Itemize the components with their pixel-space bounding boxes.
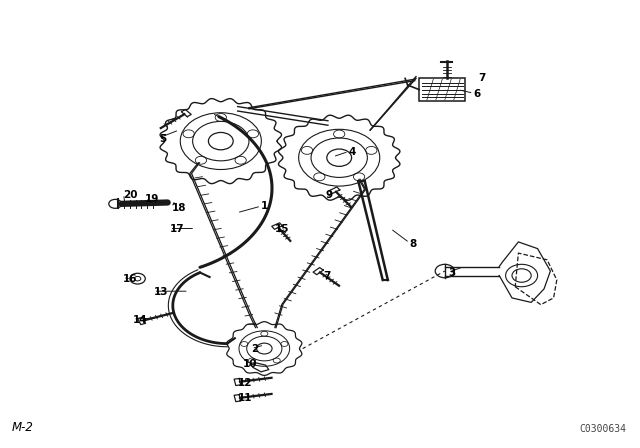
Text: 13: 13	[154, 287, 168, 297]
Text: 11: 11	[238, 393, 253, 403]
Text: 16: 16	[123, 274, 138, 284]
Text: 19: 19	[145, 194, 159, 204]
Text: 17: 17	[170, 224, 184, 234]
Text: 20: 20	[124, 190, 138, 200]
Text: 18: 18	[172, 203, 186, 213]
Text: 5: 5	[159, 134, 166, 144]
Bar	[419, 78, 465, 101]
Text: 3: 3	[448, 268, 455, 278]
Text: 14: 14	[133, 315, 148, 325]
Text: 2: 2	[252, 345, 259, 354]
Text: 6: 6	[474, 89, 481, 99]
Text: 8: 8	[410, 239, 417, 249]
Text: 7: 7	[323, 271, 331, 280]
Text: 12: 12	[238, 378, 253, 388]
Text: 4: 4	[349, 147, 356, 157]
Text: 7: 7	[479, 73, 486, 83]
Text: C0300634: C0300634	[579, 424, 626, 434]
Text: 9: 9	[325, 190, 332, 200]
Text: 15: 15	[275, 224, 290, 234]
Text: 1: 1	[261, 201, 268, 211]
Text: M-2: M-2	[12, 421, 33, 434]
Text: 10: 10	[243, 359, 258, 369]
